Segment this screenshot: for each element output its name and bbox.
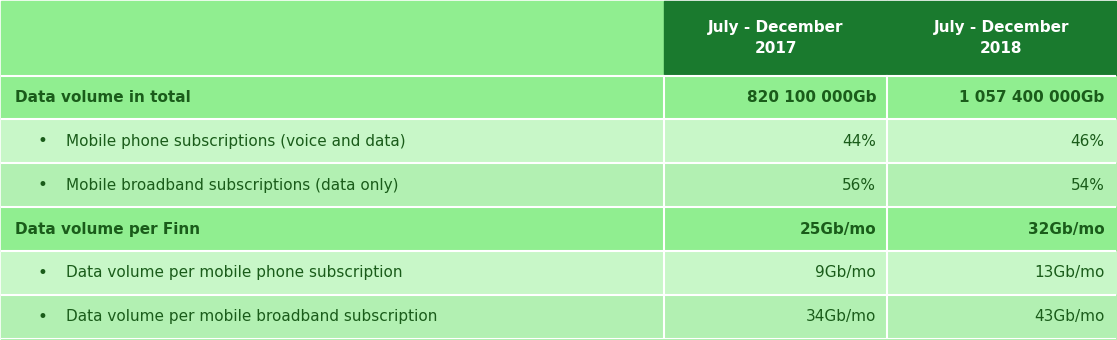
Text: July - December
2017: July - December 2017 xyxy=(708,20,843,56)
Bar xyxy=(1,295,1116,339)
Text: Mobile phone subscriptions (voice and data): Mobile phone subscriptions (voice and da… xyxy=(66,134,405,149)
Bar xyxy=(1,1,665,75)
Text: 32Gb/mo: 32Gb/mo xyxy=(1028,222,1105,237)
Text: •: • xyxy=(37,176,47,194)
Text: 56%: 56% xyxy=(842,178,876,193)
Text: 820 100 000Gb: 820 100 000Gb xyxy=(746,90,876,105)
Text: Data volume in total: Data volume in total xyxy=(15,90,191,105)
Text: 46%: 46% xyxy=(1070,134,1105,149)
Text: •: • xyxy=(37,264,47,282)
Text: Data volume per mobile phone subscription: Data volume per mobile phone subscriptio… xyxy=(66,265,402,280)
Bar xyxy=(1,207,1116,251)
Text: 9Gb/mo: 9Gb/mo xyxy=(815,265,876,280)
Bar xyxy=(887,1,1116,75)
Text: •: • xyxy=(37,308,47,326)
Bar xyxy=(1,163,1116,207)
Text: 1 057 400 000Gb: 1 057 400 000Gb xyxy=(960,90,1105,105)
Text: 34Gb/mo: 34Gb/mo xyxy=(805,309,876,324)
Text: Data volume per mobile broadband subscription: Data volume per mobile broadband subscri… xyxy=(66,309,438,324)
Text: 44%: 44% xyxy=(842,134,876,149)
Bar xyxy=(1,75,1116,119)
Bar xyxy=(665,1,887,75)
Text: Mobile broadband subscriptions (data only): Mobile broadband subscriptions (data onl… xyxy=(66,178,399,193)
Text: 25Gb/mo: 25Gb/mo xyxy=(800,222,876,237)
Bar xyxy=(1,251,1116,295)
Text: Data volume per Finn: Data volume per Finn xyxy=(15,222,200,237)
Text: 43Gb/mo: 43Gb/mo xyxy=(1034,309,1105,324)
Text: 13Gb/mo: 13Gb/mo xyxy=(1034,265,1105,280)
Text: 54%: 54% xyxy=(1070,178,1105,193)
Text: •: • xyxy=(37,132,47,150)
Bar xyxy=(1,119,1116,163)
Text: July - December
2018: July - December 2018 xyxy=(934,20,1069,56)
